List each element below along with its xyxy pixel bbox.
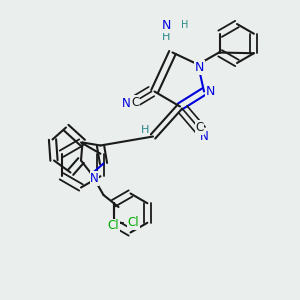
Text: C: C [131,95,139,109]
Text: H: H [181,20,188,31]
Text: N: N [195,61,204,74]
Text: N: N [122,97,130,110]
Text: N: N [200,130,208,143]
Text: H: H [162,32,171,43]
Text: N: N [205,85,215,98]
Text: Cl: Cl [108,219,119,232]
Text: Cl: Cl [127,216,139,229]
Text: N: N [162,19,171,32]
Text: C: C [195,121,204,134]
Text: N: N [90,172,99,185]
Text: H: H [141,125,150,136]
